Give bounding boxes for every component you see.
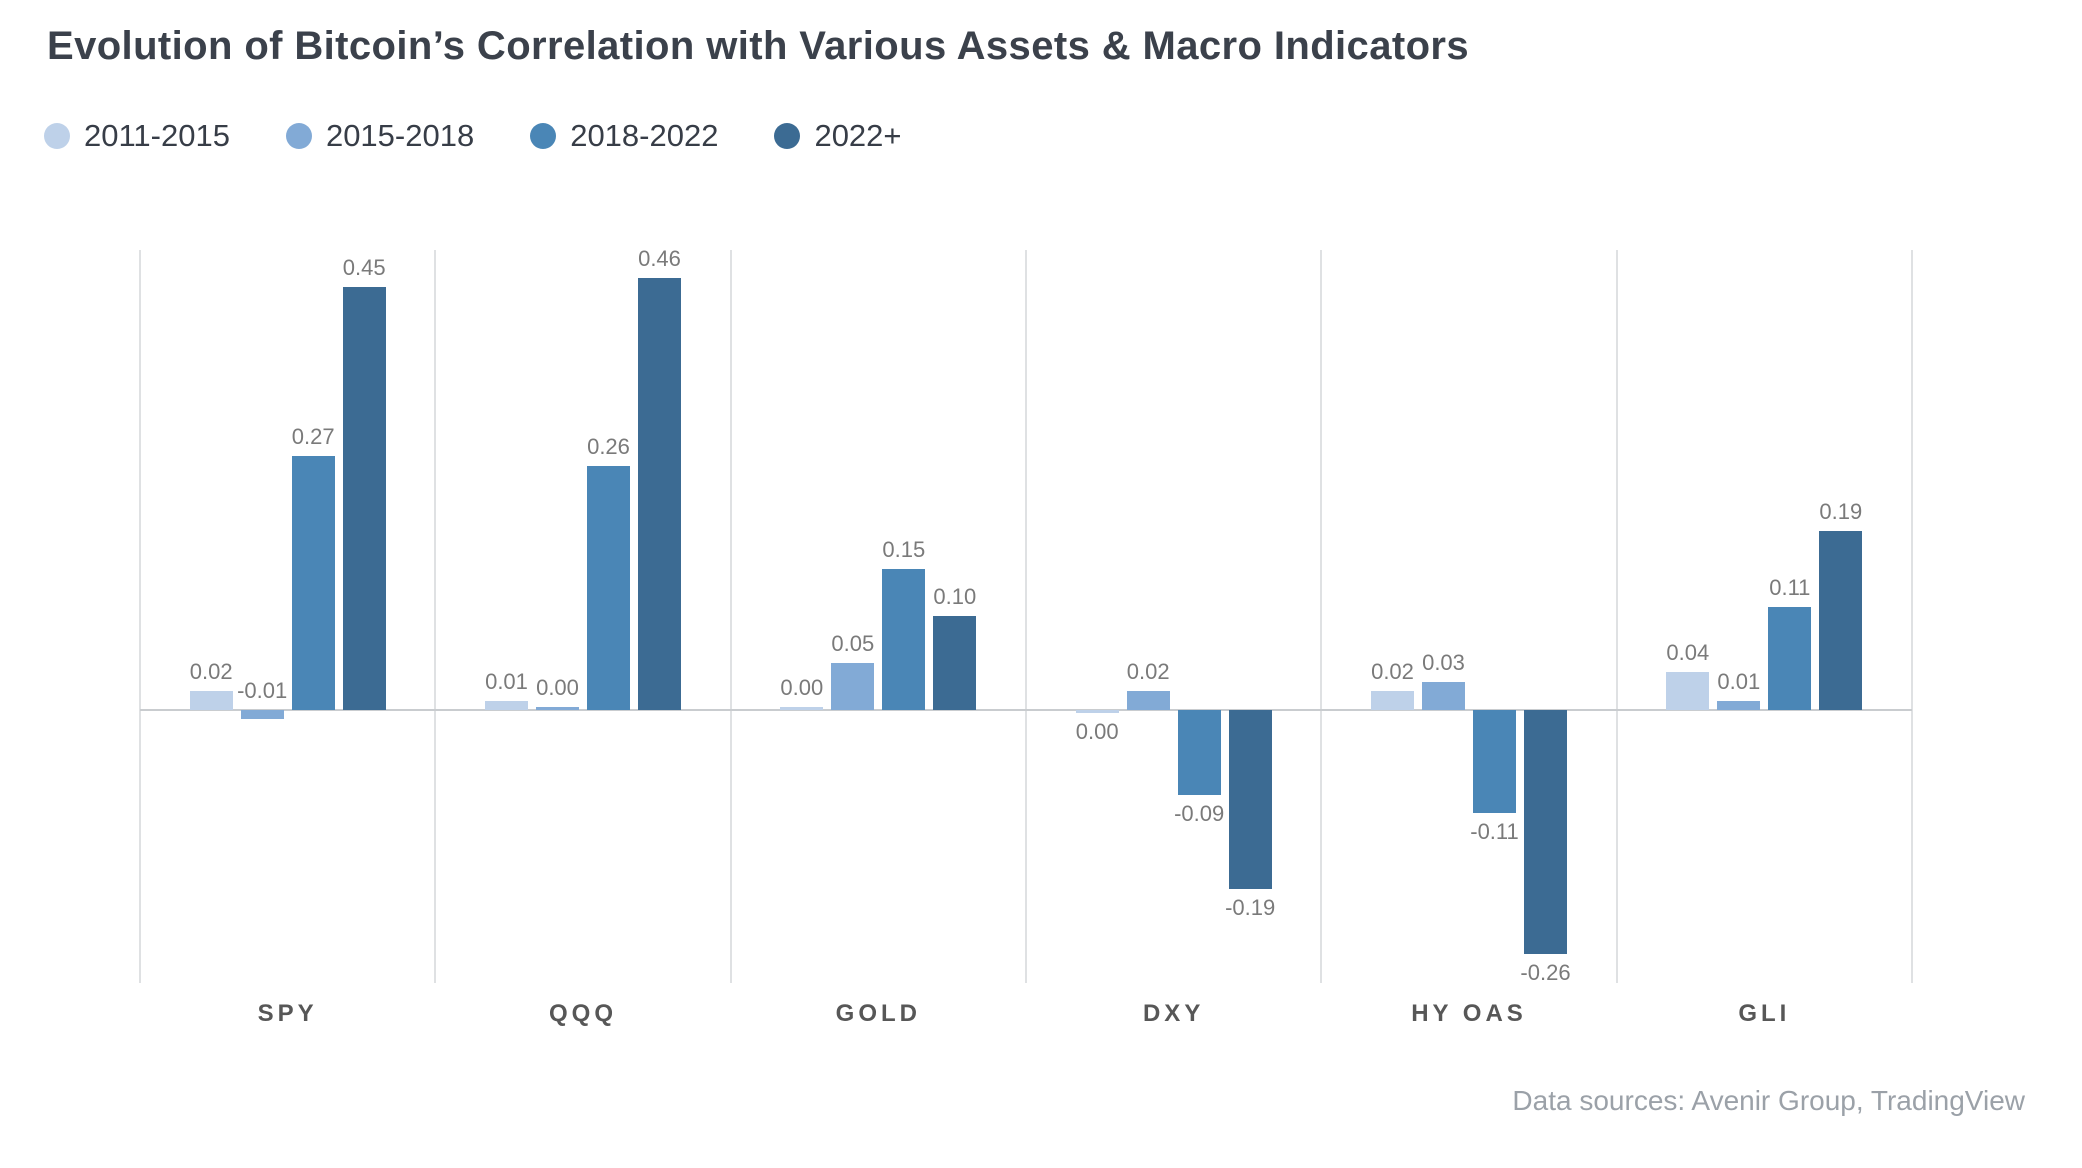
bar-value-label: 0.02 xyxy=(1371,659,1414,685)
bar-value-label: 0.05 xyxy=(831,631,875,656)
zero-baseline xyxy=(140,709,1912,711)
bar-2018-2022-SPY xyxy=(291,456,335,710)
bar-2018-2022-HY OAS xyxy=(1473,710,1516,814)
bar-value-label: 0.11 xyxy=(1769,574,1811,600)
bar-2011-2015-GLI xyxy=(1666,672,1710,710)
bar-2015-2018-HY OAS xyxy=(1422,681,1465,710)
chart-title: Evolution of Bitcoin’s Correlation with … xyxy=(47,24,1470,68)
legend-label: 2022+ xyxy=(814,118,902,153)
bar-value-label: 0.15 xyxy=(882,537,926,562)
legend-label: 2018-2022 xyxy=(570,118,719,153)
bar-2018-2022-QQQ xyxy=(587,465,630,710)
legend-item-2018-2022: 2018-2022 xyxy=(530,118,718,154)
category-label-GLI: GLI xyxy=(1738,1000,1791,1027)
legend-item-2022+: 2022+ xyxy=(774,118,902,154)
legend-item-2015-2018: 2015-2018 xyxy=(285,118,475,154)
bar-value-label: 0.01 xyxy=(485,668,528,694)
bar-value-label: 0.46 xyxy=(638,245,681,271)
bar-2011-2015-QQQ xyxy=(485,700,528,710)
bar-value-label: 0.19 xyxy=(1819,499,1863,525)
bar-value-label: -0.11 xyxy=(1470,819,1519,845)
bar-value-label: 0.00 xyxy=(536,675,579,700)
legend-dot-icon xyxy=(44,123,70,149)
bar-2018-2022-GLI xyxy=(1768,606,1812,710)
legend-item-2011-2015: 2011-2015 xyxy=(44,118,230,154)
vertical-gridline xyxy=(730,250,732,983)
bar-2018-2022-DXY xyxy=(1177,710,1221,795)
bar-2015-2018-GLI xyxy=(1717,700,1761,710)
bar-value-label: -0.19 xyxy=(1225,894,1276,920)
bar-value-label: 0.03 xyxy=(1422,649,1465,675)
bar-value-label: -0.01 xyxy=(237,678,288,703)
bar-2015-2018-SPY xyxy=(240,710,284,720)
bar-value-label: 0.00 xyxy=(780,675,824,700)
bar-value-label: -0.26 xyxy=(1520,960,1571,986)
bar-2022+-GOLD xyxy=(933,616,977,710)
bar-2011-2015-HY OAS xyxy=(1371,691,1414,710)
bar-2022+-HY OAS xyxy=(1524,710,1567,955)
legend-label: 2015-2018 xyxy=(325,118,475,153)
bar-2015-2018-QQQ xyxy=(536,707,579,710)
legend: 2011-2015 2015-2018 2018-2022 2022+ xyxy=(44,118,902,154)
bar-value-label: -0.09 xyxy=(1174,800,1225,826)
bar-value-label: 0.01 xyxy=(1717,668,1761,694)
vertical-gridline xyxy=(139,250,141,983)
category-label-HY OAS: HY OAS xyxy=(1411,1000,1527,1027)
bar-value-label: 0.27 xyxy=(291,424,335,450)
legend-dot-icon xyxy=(774,123,801,149)
plot-area: 0.02 -0.01 0.27 0.45 SPY 0.01 0.00 0.26 0.46 QQQ 0… xyxy=(139,245,1913,1027)
vertical-gridline xyxy=(1320,250,1322,983)
category-label-GOLD: GOLD xyxy=(835,1000,921,1027)
vertical-gridline xyxy=(1911,250,1913,983)
bar-value-label: 0.02 xyxy=(189,659,233,685)
bar-2022+-QQQ xyxy=(638,277,681,710)
bar-value-label: 0.45 xyxy=(342,255,386,280)
vertical-gridline xyxy=(1616,250,1618,983)
bar-value-label: 0.00 xyxy=(1075,719,1119,744)
legend-label: 2011-2015 xyxy=(84,118,230,153)
category-label-QQQ: QQQ xyxy=(548,1000,618,1027)
bar-2022+-SPY xyxy=(342,287,386,710)
bar-value-label: 0.04 xyxy=(1666,640,1710,666)
category-label-SPY: SPY xyxy=(257,1000,318,1027)
bar-2018-2022-GOLD xyxy=(882,569,926,710)
vertical-gridline xyxy=(1025,250,1027,983)
bar-2015-2018-DXY xyxy=(1126,691,1170,710)
bar-2022+-DXY xyxy=(1228,710,1272,889)
bar-2015-2018-GOLD xyxy=(831,663,875,710)
bar-2011-2015-SPY xyxy=(189,691,233,710)
bar-2011-2015-GOLD xyxy=(780,707,824,710)
legend-dot-icon xyxy=(285,123,312,149)
bar-value-label: 0.02 xyxy=(1126,659,1170,685)
bar-value-label: 0.26 xyxy=(587,433,630,459)
vertical-gridline xyxy=(434,250,436,983)
category-label-DXY: DXY xyxy=(1142,1000,1205,1027)
bar-2022+-GLI xyxy=(1819,531,1863,710)
bar-2011-2015-DXY xyxy=(1075,710,1119,713)
data-sources-note: Data sources: Avenir Group, TradingView xyxy=(1512,1085,2025,1116)
legend-dot-icon xyxy=(530,123,557,149)
bar-value-label: 0.10 xyxy=(933,584,977,609)
